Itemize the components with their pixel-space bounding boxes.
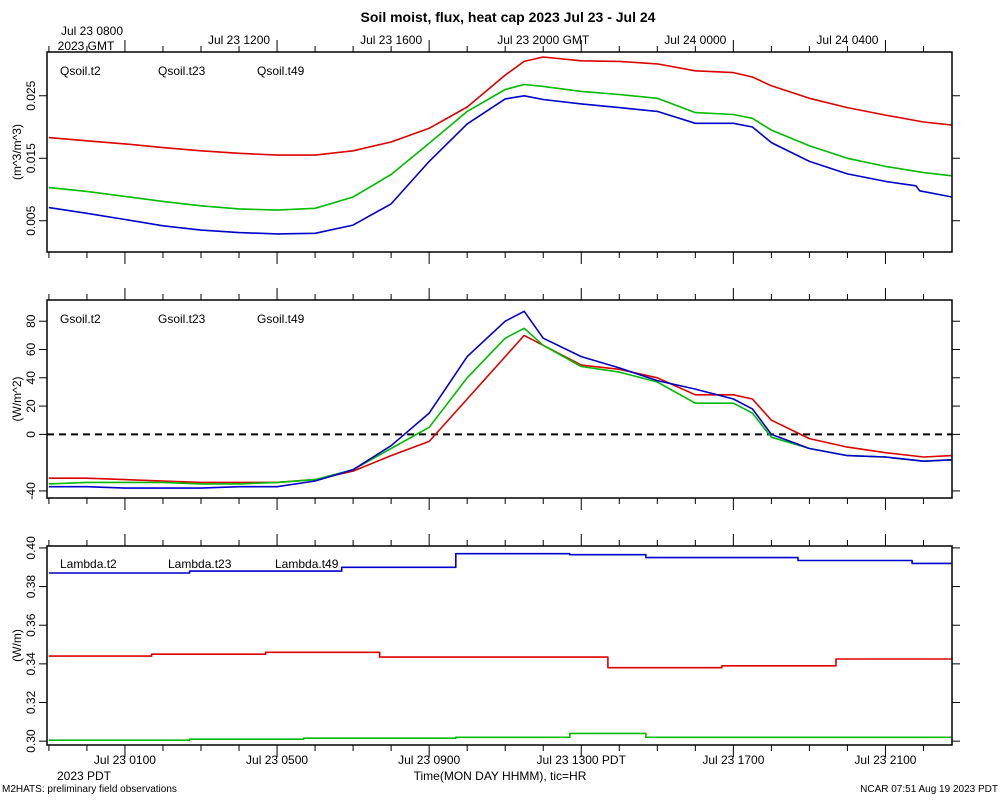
panel-frame — [46, 299, 953, 499]
bottom-axis-label: Jul 23 1300 PDT — [537, 753, 627, 767]
y-tick-label: 0.025 — [24, 80, 38, 110]
bottom-axis-label: Jul 23 2100 — [854, 753, 916, 767]
bottom-axis-label: Jul 23 0900 — [398, 753, 460, 767]
x-axis-title: Time(MON DAY HHMM), tic=HR — [414, 769, 587, 783]
series-line-qsoil-t2 — [48, 56, 953, 156]
legend-label-qsoil-t2: Qsoil.t2 — [60, 64, 101, 78]
bottom-axis-label: Jul 23 0500 — [246, 753, 308, 767]
y-tick-label: 0.015 — [24, 143, 38, 173]
legend-label-qsoil-t23: Qsoil.t23 — [158, 64, 206, 78]
legend-label-gsoil-t49: Gsoil.t49 — [257, 312, 305, 326]
y-tick-label: 0.005 — [24, 205, 38, 235]
top-axis-label: Jul 24 0400 — [816, 33, 878, 47]
heat-flux-panel: -40 0 20 40 60 80 (W/m^2) Gsoil.t2 Gsoil.t23 Gsoi… — [10, 288, 960, 510]
legend-label-qsoil-t49: Qsoil.t49 — [257, 64, 305, 78]
footer-left-note: M2HATS: preliminary field observations — [2, 784, 177, 795]
conductivity-panel: 0.30 0.32 0.34 0.36 0.38 0.40 (W/m) Lambda.t2 La… — [10, 534, 960, 757]
series-line-gsoil-t2 — [48, 334, 953, 484]
series-line-qsoil-t49 — [48, 95, 953, 235]
series-line-lambda-t49 — [48, 552, 952, 574]
y-tick-label: 0.34 — [24, 652, 38, 676]
legend-label-gsoil-t23: Gsoil.t23 — [158, 312, 206, 326]
y-axis-title: (W/m) — [10, 629, 24, 662]
top-axis-label: Jul 23 1200 — [208, 33, 270, 47]
y-axis-title: (m^3/m^3) — [10, 124, 24, 180]
panel-frame — [46, 545, 953, 746]
moisture-panel: 0.005 0.015 0.025(m^3/m^3) Qsoil.t2 Qsoil.t2… — [10, 40, 960, 264]
chart-title: Soil moist, flux, heat cap 2023 Jul 23 -… — [361, 9, 656, 25]
series-line-qsoil-t23 — [48, 83, 953, 211]
y-tick-label: 0.30 — [24, 729, 38, 753]
y-tick-label: 60 — [24, 343, 38, 357]
y-tick-label: 0.38 — [24, 575, 38, 599]
y-tick-label: 0.36 — [24, 613, 38, 637]
top-axis-label: Jul 24 0000 — [664, 33, 726, 47]
legend-label-lambda-t49: Lambda.t49 — [275, 557, 339, 571]
series-line-gsoil-t49 — [48, 310, 953, 489]
y-tick-label: 20 — [24, 399, 38, 413]
top-axis-label: Jul 23 2000 GMT — [497, 33, 590, 47]
y-tick-label: -40 — [24, 482, 38, 500]
y-tick-label: 0.40 — [24, 536, 38, 560]
footer-right-note: NCAR 07:51 Aug 19 2023 PDT — [860, 784, 998, 795]
bottom-axis-year-label: 2023 PDT — [57, 769, 112, 783]
legend-label-lambda-t23: Lambda.t23 — [168, 557, 232, 571]
series-line-lambda-t2 — [48, 651, 952, 669]
bottom-axis-labels: Jul 23 0100 Jul 23 0500 Jul 23 0900 Jul 23 … — [94, 753, 917, 767]
top-axis-year-label: 2023 GMT — [58, 39, 115, 53]
bottom-axis-label: Jul 23 1700 — [702, 753, 764, 767]
legend-label-gsoil-t2: Gsoil.t2 — [60, 312, 101, 326]
y-tick-label: 0.32 — [24, 690, 38, 714]
legend-label-lambda-t2: Lambda.t2 — [60, 557, 117, 571]
series-line-lambda-t23 — [48, 732, 952, 742]
top-axis-label: Jul 23 1600 — [360, 33, 422, 47]
top-axis-first-label: Jul 23 0800 — [61, 24, 123, 38]
series-line-gsoil-t23 — [48, 327, 953, 485]
y-tick-label: 0 — [24, 431, 38, 438]
bottom-axis-label: Jul 23 0100 — [94, 753, 156, 767]
panel-frame — [46, 51, 953, 253]
y-tick-label: 40 — [24, 371, 38, 385]
top-axis-labels: Jul 23 1200 Jul 23 1600 Jul 23 2000 GMT Jul… — [208, 33, 879, 47]
y-axis-title: (W/m^2) — [10, 377, 24, 422]
y-tick-label: 80 — [24, 314, 38, 328]
